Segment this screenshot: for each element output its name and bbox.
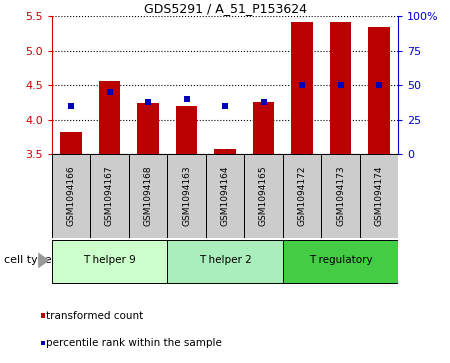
Text: GSM1094166: GSM1094166 [67,166,76,227]
Text: GSM1094172: GSM1094172 [297,166,306,226]
Text: GSM1094173: GSM1094173 [336,166,345,227]
Bar [129,154,167,238]
Bar [176,106,197,154]
Bar [167,240,283,282]
Point [144,99,152,105]
Bar [214,149,236,154]
Text: T helper 9: T helper 9 [83,256,136,265]
Text: cell type: cell type [4,256,52,265]
Point [68,103,75,109]
Text: GSM1094168: GSM1094168 [144,166,153,227]
Bar [292,22,313,154]
Bar [283,154,321,238]
Point [375,82,382,88]
Text: transformed count: transformed count [46,311,144,321]
Bar [99,81,120,154]
Text: GSM1094174: GSM1094174 [374,166,383,226]
Bar [244,154,283,238]
Point [106,89,113,95]
Bar [283,240,398,282]
Bar [52,240,167,282]
Text: GSM1094163: GSM1094163 [182,166,191,227]
Text: T regulatory: T regulatory [309,256,372,265]
Text: GSM1094164: GSM1094164 [220,166,230,226]
Bar [167,154,206,238]
Title: GDS5291 / A_51_P153624: GDS5291 / A_51_P153624 [144,2,306,15]
Bar [90,154,129,238]
Bar [330,22,351,154]
Text: GSM1094167: GSM1094167 [105,166,114,227]
Bar [369,27,390,154]
Bar [206,154,244,238]
Point [260,99,267,105]
Bar [321,154,360,238]
Bar [52,154,90,238]
Point [183,96,190,102]
Bar [137,103,158,154]
Bar [360,154,398,238]
Point [298,82,306,88]
Bar [253,102,274,154]
Text: GSM1094165: GSM1094165 [259,166,268,227]
Bar [60,132,81,154]
Point [221,103,229,109]
Point [337,82,344,88]
Text: T helper 2: T helper 2 [198,256,252,265]
Polygon shape [38,252,50,268]
Text: percentile rank within the sample: percentile rank within the sample [46,338,222,348]
